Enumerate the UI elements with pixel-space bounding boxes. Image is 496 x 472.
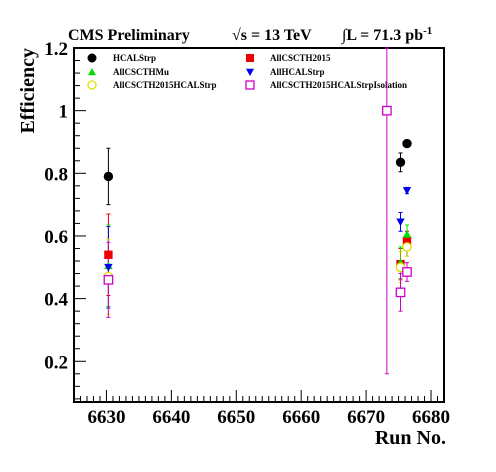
legend-marker (246, 54, 254, 62)
series-AllCSCTHMu (106, 224, 409, 307)
legend-marker (246, 68, 254, 76)
legend-entry: AllCSCTH2015 (246, 53, 331, 63)
x-tick-label: 6630 (87, 407, 125, 428)
legend-entry: AllCSCTHMu (88, 67, 169, 77)
y-tick-label: 0.8 (44, 164, 68, 185)
series-markers-AllCSCTH2015HCALStrpIsolation (103, 105, 412, 298)
legend-label: AllCSCTH2015 (270, 53, 331, 63)
x-tick-label: 6670 (347, 407, 385, 428)
chart-header: CMS Preliminary √s = 13 TeV ∫L = 71.3 pb… (68, 25, 432, 45)
series-HCALStrp (106, 139, 409, 206)
legend-label: HCALStrp (113, 53, 156, 63)
legend-label: AllHCALStrp (270, 67, 325, 77)
legend-label: AllCSCTHMu (113, 67, 169, 77)
energy-label: √s = 13 TeV (232, 27, 312, 44)
data-point (402, 242, 412, 252)
plot-border (73, 47, 445, 403)
x-tick-label: 6650 (217, 407, 255, 428)
data-series (103, 47, 412, 375)
y-tick-label: 1 (59, 102, 69, 123)
legend-marker (88, 68, 96, 76)
series-markers-AllCSCTH2015 (104, 236, 412, 269)
legend-label: AllCSCTH2015HCALStrpIsolation (270, 80, 407, 90)
legend-entry: AllHCALStrp (246, 67, 325, 77)
legend-marker (87, 80, 97, 90)
x-tick-label: 6680 (412, 407, 450, 428)
y-tick-label: 0.2 (44, 352, 68, 373)
y-axis-title: Efficiency (17, 48, 39, 134)
lumi-exponent: -1 (423, 25, 432, 37)
y-tick-label: 0.4 (44, 290, 68, 311)
data-point (103, 274, 114, 285)
plot-frame (73, 47, 445, 403)
axis-ticks: 6630 6640 6650 6660 6670 6680 0.2 0.4 0.6 0.8 1 1.2 (44, 39, 450, 428)
x-tick-label: 6660 (282, 407, 320, 428)
series-AllCSCTH2015HCALStrpIsolation (106, 47, 409, 375)
series-markers-AllCSCTHMu (104, 230, 412, 270)
experiment-label: CMS Preliminary (68, 27, 190, 44)
data-point (395, 157, 406, 168)
data-point (402, 230, 412, 238)
data-point (395, 287, 406, 298)
data-point (104, 250, 113, 259)
y-tick-label: 1.2 (44, 39, 68, 60)
lumi-label: ∫L = 71.3 pb-1 (341, 25, 432, 45)
data-point (402, 236, 412, 245)
data-point (382, 105, 392, 116)
data-point (402, 138, 412, 149)
x-tick-label: 6640 (152, 407, 190, 428)
legend: HCALStrp AllCSCTH2015 AllCSCTHMu AllHCALStr… (87, 53, 407, 90)
series-AllCSCTH2015 (106, 213, 409, 296)
legend-entry: AllCSCTH2015HCALStrpIsolation (245, 80, 407, 90)
data-point (104, 263, 113, 272)
series-AllHCALStrp (106, 186, 409, 309)
series-markers-AllCSCTH2015HCALStrp (103, 242, 412, 282)
y-tick-label: 0.6 (44, 227, 68, 248)
legend-entry: AllCSCTH2015HCALStrp (87, 80, 217, 90)
data-point (396, 218, 405, 227)
legend-entry: HCALStrp (87, 53, 156, 63)
data-point (402, 267, 412, 277)
series-markers-HCALStrp (103, 138, 412, 182)
legend-label: AllCSCTH2015HCALStrp (113, 80, 217, 90)
legend-marker (245, 80, 255, 90)
x-axis-title: Run No. (375, 427, 446, 449)
data-point (103, 171, 114, 182)
legend-marker (87, 53, 97, 63)
series-AllCSCTH2015HCALStrp (106, 237, 409, 315)
data-point (402, 187, 412, 195)
lumi-text: ∫L = 71.3 pb (341, 27, 423, 45)
series-markers-AllHCALStrp (104, 107, 412, 272)
